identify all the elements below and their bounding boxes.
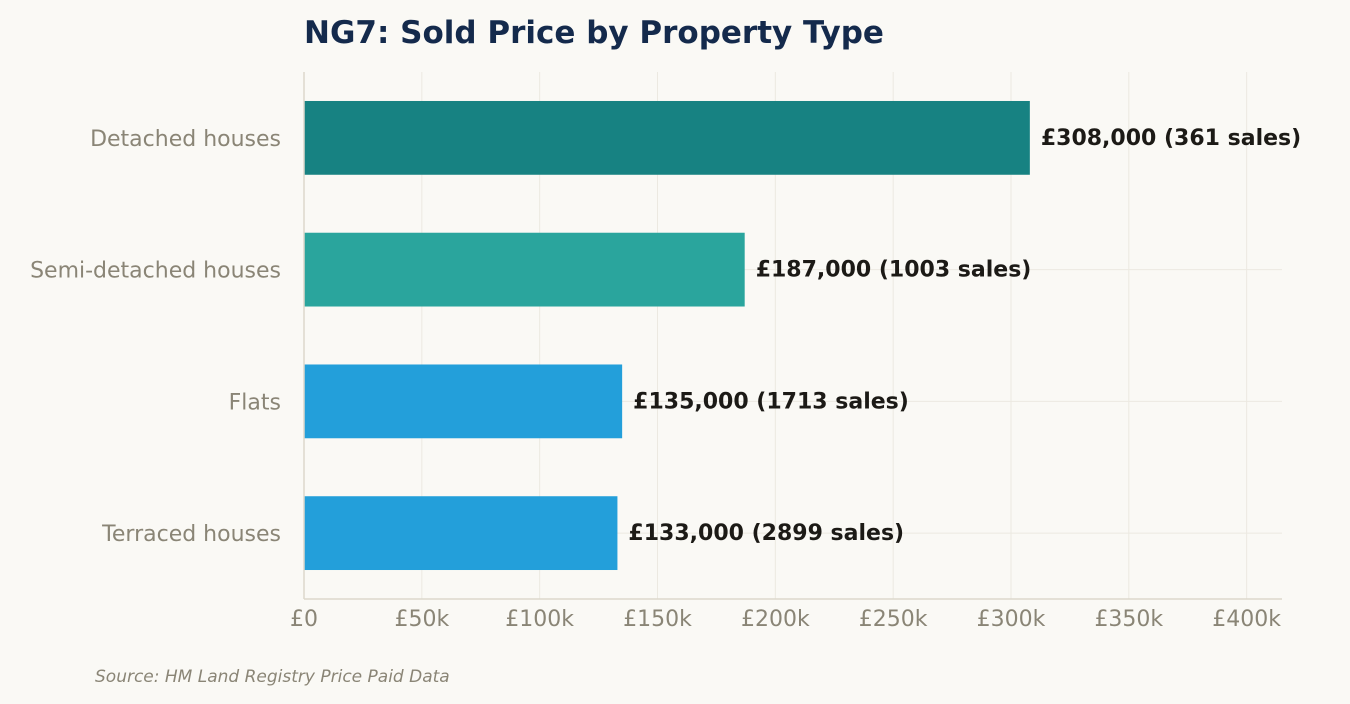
- category-label: Semi-detached houses: [30, 259, 281, 284]
- bars: [304, 100, 1030, 571]
- x-tick-label: £50k: [394, 607, 449, 632]
- data-label: £187,000 (1003 sales): [756, 258, 1032, 283]
- x-tick-label: £200k: [741, 607, 810, 632]
- x-tick-label: £0: [290, 607, 318, 632]
- bar-3: [304, 496, 618, 571]
- x-tick-label: £350k: [1094, 607, 1163, 632]
- data-label: £308,000 (361 sales): [1041, 126, 1301, 151]
- source-note: Source: HM Land Registry Price Paid Data: [95, 667, 450, 687]
- axes: [303, 72, 1282, 600]
- bar-1: [304, 232, 745, 307]
- x-tick-label: £400k: [1212, 607, 1281, 632]
- x-tick-label: £250k: [859, 607, 928, 632]
- x-tick-label: £300k: [977, 607, 1046, 632]
- labels: £0 £50k £100k £150k £200k £250k £300k £350k £400…: [30, 126, 1301, 632]
- data-label: £135,000 (1713 sales): [633, 389, 909, 414]
- category-label: Flats: [229, 390, 281, 415]
- x-tick-label: £100k: [505, 607, 574, 632]
- category-label: Detached houses: [90, 127, 281, 152]
- chart-title: NG7: Sold Price by Property Type: [304, 15, 884, 51]
- data-label: £133,000 (2899 sales): [628, 521, 904, 546]
- bar-2: [304, 364, 623, 439]
- x-tick-label: £150k: [623, 607, 692, 632]
- bar-0: [304, 100, 1030, 175]
- category-label: Terraced houses: [101, 522, 281, 547]
